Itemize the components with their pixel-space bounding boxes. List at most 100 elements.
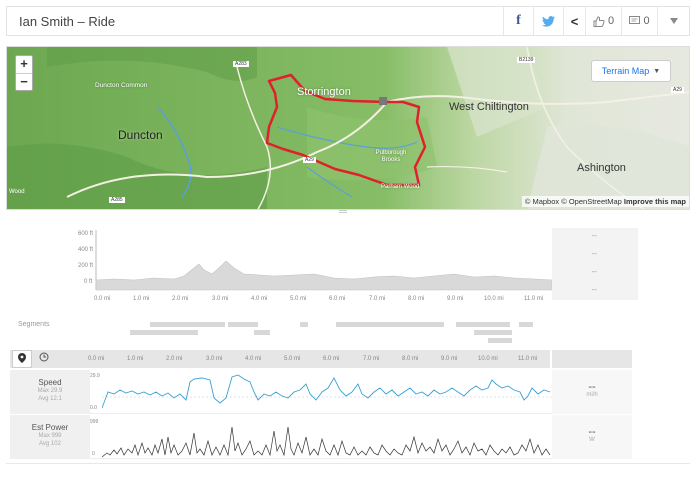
map-label-storrington: Storrington — [297, 86, 351, 98]
caret-down-icon: ▼ — [653, 67, 661, 75]
facebook-share-button[interactable]: f — [503, 7, 533, 35]
elevation-profile — [95, 230, 553, 291]
share-icon: < — [570, 13, 579, 29]
road-label-a285: A285 — [109, 197, 125, 203]
share-button[interactable]: < — [563, 7, 585, 35]
chart-toolbar-right — [552, 350, 632, 368]
time-mode-button[interactable] — [34, 350, 54, 368]
clock-icon — [39, 352, 49, 362]
speed-label-panel: Speed Max 29.9 Avg 12.1 — [10, 370, 90, 414]
power-chart — [102, 426, 551, 458]
chart-x-label: 6.0 mi — [323, 356, 340, 362]
speed-chart — [102, 374, 552, 409]
speed-value: -- — [588, 381, 596, 393]
elev-x-label: 3.0 mi — [212, 296, 229, 302]
road-label-a283: A283 — [233, 61, 249, 67]
chart-x-label: 1.0 mi — [127, 356, 144, 362]
zoom-out-button[interactable]: − — [16, 73, 32, 90]
power-name: Est Power — [31, 423, 69, 432]
map-label-parham-wood: Parham Wood — [381, 184, 420, 190]
more-options-button[interactable] — [657, 7, 689, 35]
elev-x-label: 10.0 mi — [484, 296, 504, 302]
map-label-west-chiltington: West Chiltington — [449, 101, 529, 113]
activity-title: Ian Smith – Ride — [19, 14, 116, 29]
elevation-stat: -- — [552, 228, 638, 246]
terrain-map-label: Terrain Map — [601, 66, 650, 76]
speed-y-bottom: 0.0 — [90, 405, 97, 411]
segment-bar[interactable] — [150, 322, 225, 327]
route-map[interactable]: + − Terrain Map ▼ Duncton Common Duncton… — [6, 46, 690, 210]
segment-bar[interactable] — [300, 322, 308, 327]
power-chart-row[interactable]: Est Power Max 999 Avg 102 999 0 -- W — [10, 415, 632, 459]
chart-toolbar: 0.0 mi 1.0 mi 2.0 mi 3.0 mi 4.0 mi 5.0 m… — [10, 350, 550, 368]
segment-bar[interactable] — [474, 330, 512, 335]
chart-x-label: 10.0 mi — [478, 356, 498, 362]
segment-bar[interactable] — [130, 330, 198, 335]
elevation-section: 600 ft 400 ft 200 ft 0 ft 0.0 mi 1.0 mi … — [6, 214, 690, 310]
segment-bar[interactable] — [456, 322, 510, 327]
twitter-icon — [542, 15, 555, 27]
speed-y-top: 29.9 — [90, 373, 100, 379]
facebook-icon: f — [516, 13, 521, 28]
location-pin-icon — [18, 353, 26, 363]
elev-x-label: 2.0 mi — [172, 296, 189, 302]
speed-max: Max 29.9 — [37, 388, 63, 394]
power-max: Max 999 — [38, 433, 62, 439]
segments-label: Segments — [18, 321, 50, 328]
speed-unit: mi/h — [586, 392, 598, 398]
elev-x-label: 1.0 mi — [133, 296, 150, 302]
power-unit: W — [589, 437, 595, 443]
segment-bar[interactable] — [254, 330, 270, 335]
map-resize-handle[interactable] — [339, 210, 347, 213]
map-label-duncton-common: Duncton Common — [95, 82, 148, 89]
elev-x-label: 6.0 mi — [329, 296, 346, 302]
chart-x-label: 4.0 mi — [245, 356, 262, 362]
comment-icon — [629, 16, 641, 24]
twitter-share-button[interactable] — [533, 7, 563, 35]
speed-name: Speed — [38, 378, 62, 387]
elev-y-label: 200 ft — [78, 263, 94, 269]
divider — [6, 463, 690, 464]
elev-x-label: 0.0 mi — [94, 296, 111, 302]
improve-map-link[interactable]: Improve this map — [623, 197, 686, 206]
elev-x-label: 7.0 mi — [369, 296, 386, 302]
segment-bar[interactable] — [336, 322, 444, 327]
terrain-map-dropdown[interactable]: Terrain Map ▼ — [591, 60, 671, 82]
segment-bar[interactable] — [519, 322, 533, 327]
elev-x-label: 9.0 mi — [447, 296, 464, 302]
chart-x-label: 3.0 mi — [206, 356, 223, 362]
activity-header: Ian Smith – Ride f < 0 0 — [6, 6, 690, 36]
elevation-stat: -- — [552, 282, 638, 300]
kudos-button[interactable]: 0 — [585, 7, 621, 35]
comment-count: 0 — [643, 15, 650, 27]
chart-x-label: 2.0 mi — [166, 356, 183, 362]
chevron-down-icon — [669, 18, 678, 24]
speed-value-panel: -- mi/h — [552, 370, 632, 414]
power-avg: Avg 102 — [39, 441, 61, 447]
power-label-panel: Est Power Max 999 Avg 102 — [10, 415, 90, 459]
speed-avg: Avg 12.1 — [38, 396, 62, 402]
map-attribution: © Mapbox © OpenStreetMap Improve this ma… — [521, 196, 689, 207]
chart-x-label: 9.0 mi — [441, 356, 458, 362]
map-label-wood: Wood — [9, 189, 25, 195]
distance-mode-button[interactable] — [12, 350, 32, 368]
elev-x-label: 8.0 mi — [408, 296, 425, 302]
zoom-in-button[interactable]: + — [20, 56, 28, 71]
elev-y-label: 0 ft — [84, 279, 93, 285]
elev-x-label: 4.0 mi — [251, 296, 268, 302]
thumbs-up-icon — [593, 15, 605, 27]
chart-x-label: 5.0 mi — [284, 356, 301, 362]
kudos-count: 0 — [607, 15, 615, 27]
segment-bar[interactable] — [488, 338, 512, 343]
chart-x-label: 7.0 mi — [363, 356, 380, 362]
segment-bar[interactable] — [228, 322, 258, 327]
elevation-stat: -- — [552, 246, 638, 264]
route-line — [265, 73, 427, 187]
power-value-panel: -- W — [552, 415, 632, 459]
speed-chart-row[interactable]: Speed Max 29.9 Avg 12.1 29.9 0.0 -- mi/h — [10, 370, 632, 414]
map-label-ashington: Ashington — [577, 162, 626, 174]
elev-x-label: 5.0 mi — [290, 296, 307, 302]
road-label-a29-east: A29 — [671, 87, 684, 93]
power-y-bottom: 0 — [92, 451, 95, 457]
comments-button[interactable]: 0 — [621, 7, 657, 35]
